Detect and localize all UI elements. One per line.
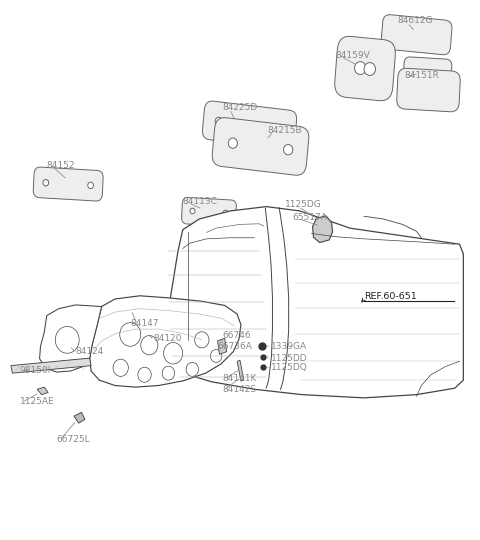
Circle shape [284, 145, 293, 155]
Text: 84159V: 84159V [336, 51, 370, 59]
Circle shape [195, 332, 209, 348]
Text: 84215B: 84215B [268, 126, 302, 135]
Circle shape [210, 349, 222, 362]
Polygon shape [312, 216, 333, 242]
Polygon shape [237, 360, 244, 381]
Circle shape [228, 138, 238, 149]
Text: 65517A: 65517A [292, 213, 327, 222]
Text: 84151R: 84151R [405, 71, 440, 80]
FancyBboxPatch shape [203, 101, 297, 149]
Text: 84141K: 84141K [222, 374, 257, 383]
Polygon shape [217, 338, 227, 354]
Text: 1125AE: 1125AE [20, 397, 54, 406]
FancyBboxPatch shape [181, 198, 236, 226]
Circle shape [113, 359, 128, 376]
Text: 84612G: 84612G [397, 16, 433, 25]
Circle shape [186, 362, 199, 376]
FancyBboxPatch shape [381, 15, 452, 55]
Circle shape [55, 326, 79, 353]
Circle shape [355, 62, 366, 75]
Polygon shape [164, 207, 463, 398]
Text: 84147: 84147 [130, 319, 159, 328]
Text: 66736A: 66736A [217, 342, 252, 351]
Text: 84113C: 84113C [183, 197, 217, 206]
Circle shape [162, 366, 175, 380]
Text: REF.60-651: REF.60-651 [364, 292, 417, 301]
FancyBboxPatch shape [403, 57, 452, 87]
Text: 84225D: 84225D [222, 103, 258, 112]
Circle shape [88, 182, 94, 188]
Circle shape [215, 117, 222, 125]
Polygon shape [74, 413, 85, 423]
Text: 1125DG: 1125DG [285, 200, 322, 209]
Text: 66746: 66746 [222, 331, 251, 340]
Polygon shape [11, 358, 91, 373]
Circle shape [223, 210, 228, 216]
Polygon shape [39, 305, 102, 372]
Circle shape [164, 342, 183, 364]
FancyBboxPatch shape [397, 68, 460, 112]
Text: 1125DQ: 1125DQ [271, 363, 308, 372]
Polygon shape [37, 387, 48, 395]
Text: 98150I: 98150I [20, 367, 51, 375]
Polygon shape [90, 296, 241, 387]
Circle shape [190, 208, 195, 214]
Circle shape [138, 367, 151, 382]
Text: 84120: 84120 [153, 334, 181, 343]
Circle shape [43, 179, 48, 186]
Text: 1125DD: 1125DD [271, 354, 308, 362]
Circle shape [141, 335, 158, 355]
FancyBboxPatch shape [335, 36, 396, 101]
Circle shape [364, 63, 375, 76]
FancyBboxPatch shape [33, 167, 103, 201]
Text: 84124: 84124 [75, 347, 104, 356]
Text: 66725L: 66725L [56, 435, 90, 444]
Circle shape [276, 125, 284, 133]
Text: 84142S: 84142S [222, 385, 256, 394]
Circle shape [120, 322, 141, 346]
Text: 84152: 84152 [47, 161, 75, 170]
FancyBboxPatch shape [212, 118, 309, 176]
Text: 1339GA: 1339GA [271, 342, 307, 351]
